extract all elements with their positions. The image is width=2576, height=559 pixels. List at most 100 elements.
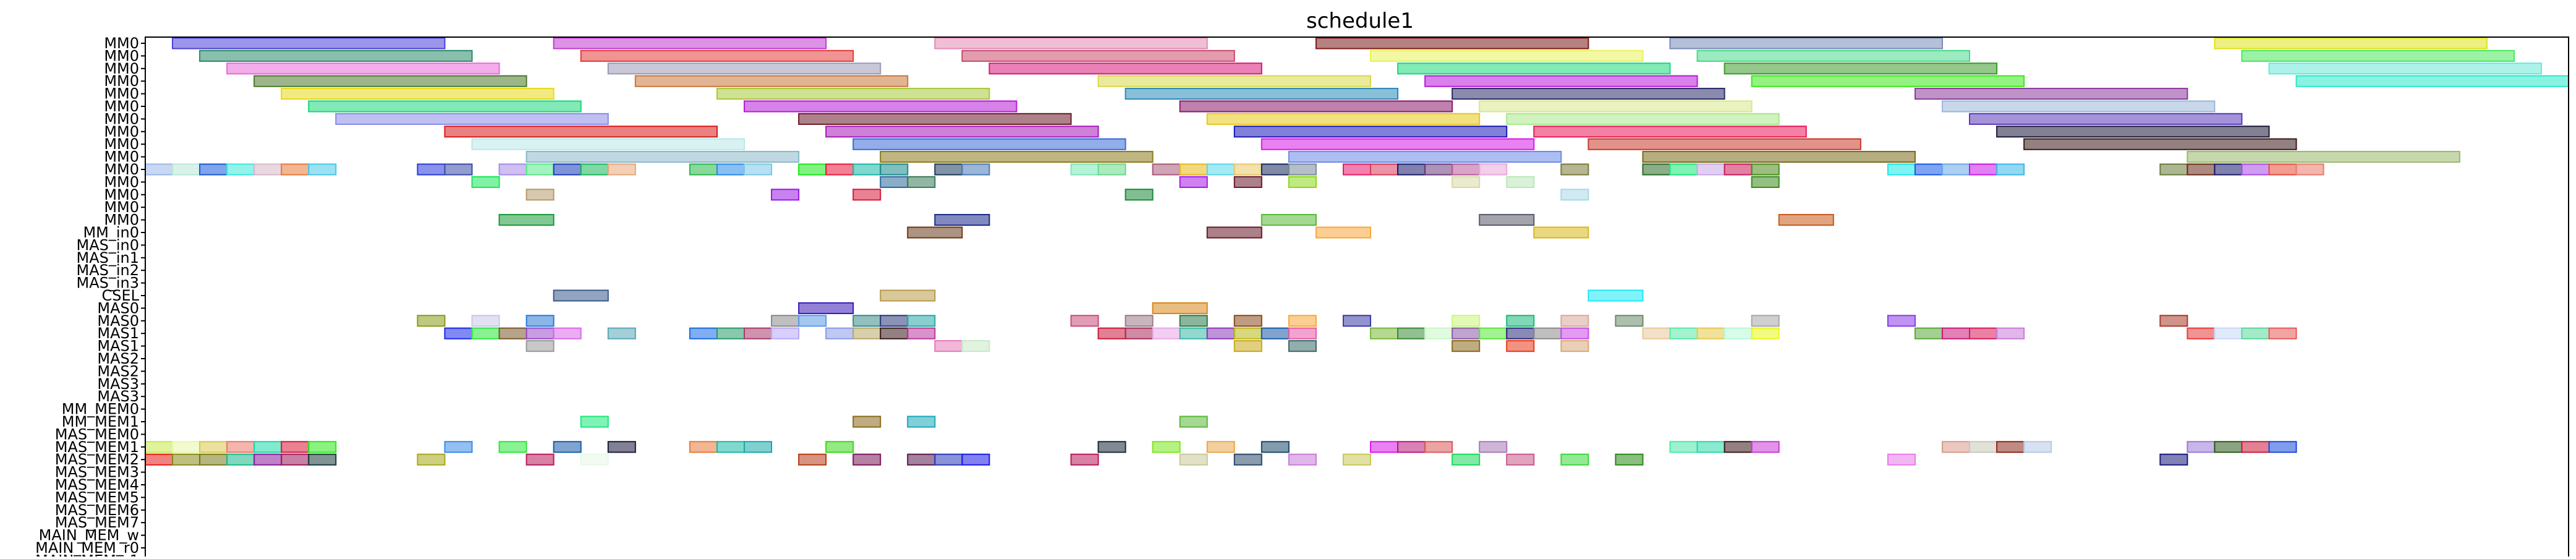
task-bar: [716, 163, 745, 176]
task-bar: [798, 453, 827, 466]
task-bar: [1288, 151, 1562, 163]
task-bar: [743, 327, 773, 339]
task-bar: [1070, 315, 1099, 327]
task-bar: [1941, 163, 1971, 176]
task-bar: [444, 163, 473, 176]
task-bar: [1342, 315, 1372, 327]
task-bar: [743, 100, 1018, 113]
y-tick-label: MM0: [104, 173, 139, 190]
task-bar: [253, 441, 283, 453]
task-bar: [1506, 113, 1780, 125]
task-bar: [1206, 226, 1262, 239]
task-bar: [1179, 416, 1208, 428]
task-bar: [2268, 62, 2542, 75]
task-bar: [1506, 453, 1535, 466]
task-bar: [1506, 176, 1535, 188]
task-bar: [771, 189, 800, 201]
task-bar: [2214, 441, 2243, 453]
task-bar: [907, 327, 936, 339]
y-tick-label: MAS_in2: [76, 262, 139, 279]
task-bar: [1342, 453, 1372, 466]
task-bar: [1452, 176, 1481, 188]
task-bar: [2159, 163, 2188, 176]
task-bar: [1370, 327, 1399, 339]
task-bar: [1479, 441, 1508, 453]
task-bar: [253, 163, 283, 176]
task-bar: [1260, 138, 1535, 150]
task-bar: [145, 453, 174, 466]
task-bar: [934, 453, 963, 466]
task-bar: [1288, 327, 1317, 339]
task-bar: [1642, 151, 1916, 163]
task-bar: [1315, 37, 1589, 49]
task-bar: [2214, 37, 2488, 49]
task-bar: [1887, 315, 1916, 327]
task-bar: [2214, 327, 2243, 339]
task-bar: [2187, 327, 2216, 339]
task-bar: [1751, 327, 1780, 339]
task-bar: [525, 189, 555, 201]
task-bar: [2268, 441, 2297, 453]
task-bar: [1642, 163, 1671, 176]
task-bar: [199, 49, 473, 62]
task-bar: [281, 441, 310, 453]
task-bar: [716, 327, 745, 339]
task-bar: [1996, 327, 2025, 339]
task-bar: [1914, 327, 1943, 339]
task-bar: [1452, 315, 1481, 327]
task-bar: [525, 151, 800, 163]
task-bar: [1751, 315, 1780, 327]
task-bar: [1233, 163, 1262, 176]
task-bar: [580, 453, 609, 466]
task-bar: [1996, 441, 2025, 453]
y-tick-label: MM0: [104, 198, 139, 216]
task-bar: [553, 163, 582, 176]
task-bar: [145, 441, 174, 453]
task-bar: [1669, 441, 1698, 453]
task-bar: [1887, 453, 1916, 466]
task-bar: [145, 163, 174, 176]
chart-title: schedule1: [1306, 9, 1414, 33]
task-bar: [1288, 315, 1317, 327]
task-bar: [1751, 441, 1780, 453]
task-bar: [1260, 214, 1317, 226]
y-tick-label: MM0: [104, 47, 139, 64]
task-bar: [226, 62, 500, 75]
task-bar: [961, 163, 990, 176]
task-bar: [1560, 453, 1589, 466]
task-bar: [2268, 163, 2297, 176]
task-bar: [1370, 441, 1399, 453]
task-bar: [1696, 163, 1725, 176]
task-bar: [1397, 163, 1426, 176]
y-tick-label: MM_MEM1: [62, 413, 139, 430]
task-bar: [525, 340, 555, 352]
y-tick-label: MAS0: [97, 299, 139, 317]
task-bar: [607, 62, 882, 75]
task-bar: [1479, 163, 1508, 176]
y-tick-label: MAS3: [97, 375, 139, 393]
task-bar: [525, 163, 555, 176]
task-bar: [1179, 315, 1208, 327]
task-bar: [417, 453, 446, 466]
task-bar: [1778, 214, 1834, 226]
task-bar: [226, 441, 255, 453]
task-bar: [607, 163, 636, 176]
task-bar: [2187, 163, 2216, 176]
task-bar: [880, 327, 909, 339]
task-bar: [1288, 340, 1317, 352]
task-bar: [1397, 441, 1426, 453]
task-bar: [1452, 327, 1481, 339]
task-bar: [417, 315, 446, 327]
task-bar: [580, 416, 609, 428]
task-bar: [471, 176, 500, 188]
task-bar: [961, 453, 990, 466]
task-bar: [798, 113, 1072, 125]
task-bar: [1179, 453, 1208, 466]
task-bar: [1179, 163, 1208, 176]
task-bar: [907, 315, 936, 327]
y-tick-label: MM0: [104, 60, 139, 77]
y-tick-label: MM0: [104, 211, 139, 229]
task-bar: [1233, 126, 1508, 138]
task-bar: [471, 138, 745, 150]
task-bar: [525, 315, 555, 327]
